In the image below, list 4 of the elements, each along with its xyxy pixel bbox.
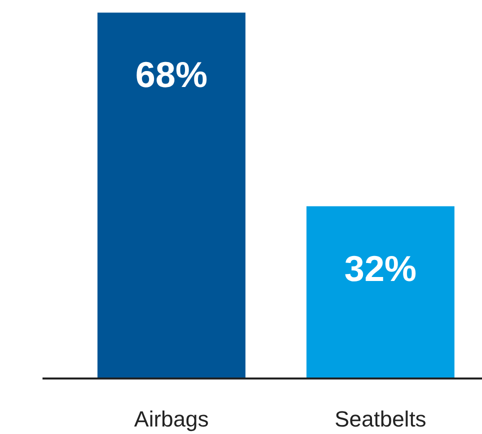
data-label: 68% [135,54,208,96]
data-label: 32% [344,248,416,289]
x-tick-label: Seatbelts [334,406,426,432]
x-tick-label: Airbags [134,406,209,432]
